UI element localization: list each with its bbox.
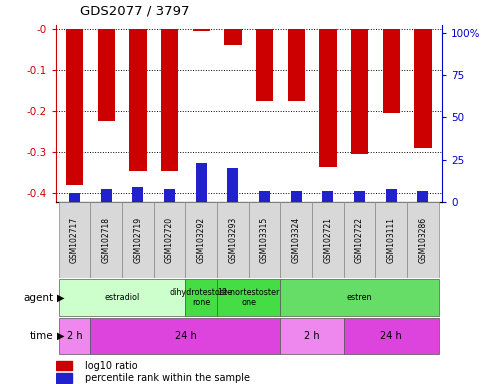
- Text: GSM103286: GSM103286: [418, 217, 427, 263]
- Bar: [224, 29, 242, 45]
- Text: GSM103315: GSM103315: [260, 217, 269, 263]
- Bar: [344, 318, 439, 354]
- Text: ▶: ▶: [57, 331, 64, 341]
- Bar: [344, 202, 375, 278]
- Bar: [227, 168, 239, 202]
- Bar: [59, 318, 90, 354]
- Bar: [281, 279, 439, 316]
- Bar: [386, 189, 397, 202]
- Bar: [414, 29, 432, 148]
- Bar: [196, 163, 207, 202]
- Text: GSM103292: GSM103292: [197, 217, 206, 263]
- Bar: [98, 29, 115, 121]
- Bar: [59, 202, 90, 278]
- Bar: [375, 202, 407, 278]
- Bar: [90, 318, 281, 354]
- Bar: [281, 318, 344, 354]
- Text: GSM102718: GSM102718: [102, 217, 111, 263]
- Bar: [217, 202, 249, 278]
- Bar: [322, 191, 333, 202]
- Text: estradiol: estradiol: [104, 293, 140, 302]
- Bar: [287, 29, 305, 101]
- Bar: [417, 191, 428, 202]
- Bar: [56, 373, 72, 383]
- Bar: [90, 202, 122, 278]
- Bar: [122, 202, 154, 278]
- Bar: [407, 202, 439, 278]
- Text: GSM103324: GSM103324: [292, 217, 301, 263]
- Bar: [351, 29, 369, 154]
- Bar: [383, 29, 400, 113]
- Bar: [291, 191, 302, 202]
- Text: GSM102720: GSM102720: [165, 217, 174, 263]
- Bar: [319, 29, 337, 167]
- Bar: [100, 189, 112, 202]
- Bar: [193, 29, 210, 31]
- Text: time: time: [29, 331, 53, 341]
- Bar: [185, 279, 217, 316]
- Text: GSM102717: GSM102717: [70, 217, 79, 263]
- Text: percentile rank within the sample: percentile rank within the sample: [85, 373, 250, 383]
- Bar: [256, 29, 273, 101]
- Text: 19-nortestoster
one: 19-nortestoster one: [217, 288, 280, 307]
- Text: ▶: ▶: [57, 293, 64, 303]
- Bar: [66, 29, 83, 185]
- Bar: [56, 361, 72, 370]
- Bar: [281, 202, 312, 278]
- Bar: [154, 202, 185, 278]
- Text: dihydrotestoste
rone: dihydrotestoste rone: [170, 288, 233, 307]
- Text: agent: agent: [23, 293, 53, 303]
- Text: 2 h: 2 h: [304, 331, 320, 341]
- Text: 2 h: 2 h: [67, 331, 83, 341]
- Text: estren: estren: [347, 293, 372, 302]
- Bar: [259, 191, 270, 202]
- Bar: [69, 193, 80, 202]
- Text: 24 h: 24 h: [174, 331, 196, 341]
- Text: 24 h: 24 h: [381, 331, 402, 341]
- Bar: [354, 191, 365, 202]
- Bar: [132, 187, 143, 202]
- Bar: [185, 202, 217, 278]
- Bar: [164, 189, 175, 202]
- Bar: [161, 29, 178, 171]
- Bar: [217, 279, 281, 316]
- Bar: [59, 279, 185, 316]
- Bar: [249, 202, 281, 278]
- Bar: [129, 29, 147, 171]
- Bar: [312, 202, 344, 278]
- Text: GSM102719: GSM102719: [133, 217, 142, 263]
- Text: GSM102722: GSM102722: [355, 217, 364, 263]
- Text: GSM102721: GSM102721: [324, 217, 332, 263]
- Text: GSM103293: GSM103293: [228, 217, 238, 263]
- Text: log10 ratio: log10 ratio: [85, 361, 137, 371]
- Text: GSM103111: GSM103111: [387, 217, 396, 263]
- Text: GDS2077 / 3797: GDS2077 / 3797: [80, 4, 189, 17]
